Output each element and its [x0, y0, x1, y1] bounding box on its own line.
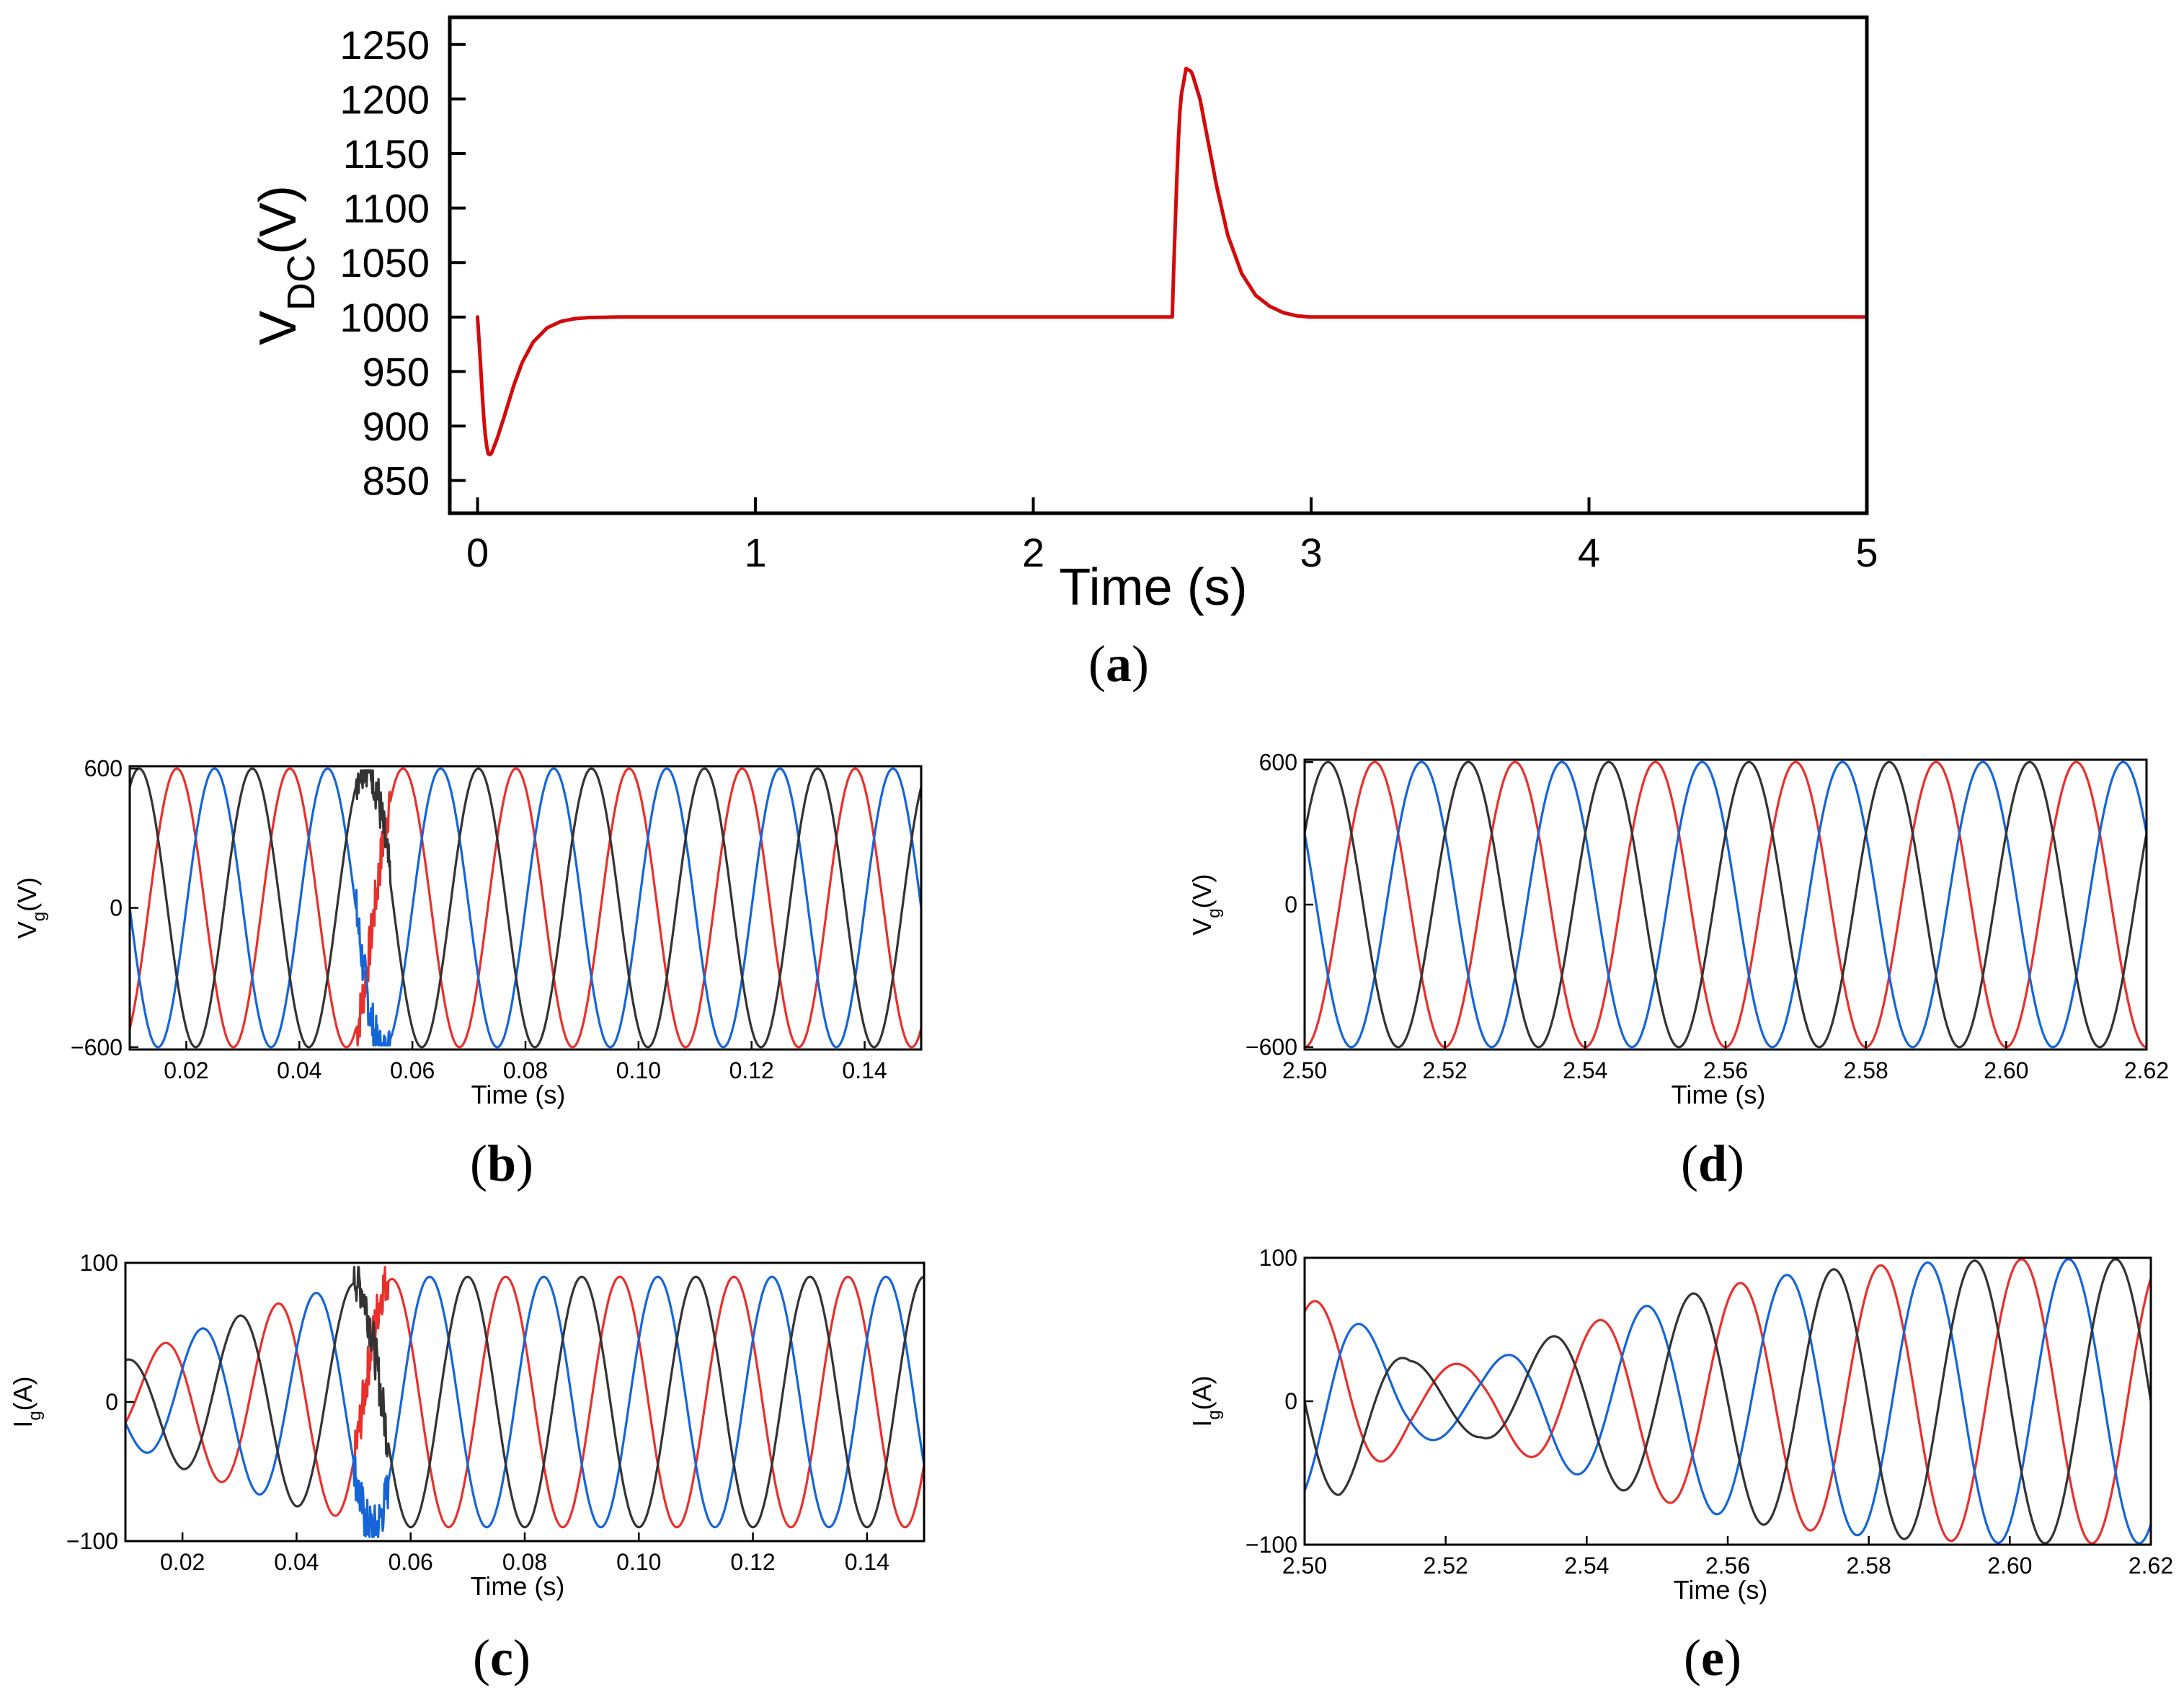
y-tick-label: 600 — [1259, 749, 1297, 775]
series-line-phase-c — [125, 1266, 924, 1529]
x-tick-label: 3 — [1300, 530, 1322, 575]
chart-panel-c: 0.02 0.04 0.06 0.08 0.10 0.12 0.14 −100 0 100 Time… — [8, 1250, 925, 1687]
x-tick-label: 2.50 — [1282, 1057, 1327, 1083]
x-tick-label: 2.60 — [1984, 1057, 2028, 1083]
x-tick-label: 0.12 — [729, 1057, 774, 1083]
y-tick-label: −600 — [71, 1034, 123, 1060]
x-axis-title: Time (s) — [471, 1080, 566, 1109]
panel-label-c: (c) — [473, 1629, 531, 1687]
y-tick-label: −100 — [66, 1528, 118, 1554]
x-tick-label: 0.08 — [503, 1057, 548, 1083]
panel-label-a: (a) — [1088, 635, 1149, 693]
y-axis-title: Ig(A) — [8, 1376, 45, 1427]
x-tick-label: 2.56 — [1703, 1057, 1748, 1083]
chart-panel-b: 0.02 0.04 0.06 0.08 0.10 0.12 0.14 −600 0 600 Time… — [12, 755, 923, 1192]
x-tick-label: 2.52 — [1423, 1057, 1468, 1083]
series-line-phase-b — [1305, 1258, 2151, 1545]
panel-label-e: (e) — [1684, 1629, 1741, 1687]
x-axis-title: Time (s) — [1674, 1575, 1768, 1605]
x-tick-label: 0.14 — [845, 1549, 889, 1575]
series-line-phase-c — [1305, 760, 2147, 1049]
x-tick-label: 2.58 — [1847, 1553, 1891, 1579]
y-tick-label: 0 — [1284, 1388, 1297, 1414]
x-axis-title: Time (s) — [1672, 1080, 1766, 1109]
plot-area — [125, 1266, 924, 1538]
x-tick-label: 4 — [1578, 530, 1600, 575]
y-tick-label: 1200 — [339, 76, 430, 122]
x-tick-label: 2 — [1022, 530, 1044, 575]
y-tick-label: 1250 — [339, 22, 430, 68]
x-tick-label: 2.52 — [1424, 1553, 1468, 1579]
y-tick-label: 100 — [1259, 1245, 1297, 1271]
x-axis-title: Time (s) — [1059, 559, 1247, 616]
y-tick-label: 850 — [363, 458, 430, 504]
series-line-V_DC — [476, 66, 1867, 456]
chart-panel-a: 0 1 2 3 4 5 850 900 950 1000 1050 1100 1150 1200 1250 T… — [249, 15, 1878, 693]
y-tick-label: 0 — [105, 1389, 118, 1415]
series-line-phase-a — [125, 1266, 924, 1529]
x-tick-label: 5 — [1855, 530, 1878, 575]
x-tick-label: 2.56 — [1705, 1553, 1750, 1579]
plot-frame — [448, 15, 1869, 515]
chart-panel-d: 2.50 2.52 2.54 2.56 2.58 2.60 2.62 −600 0 600 Time… — [1187, 749, 2169, 1192]
y-tick-label: 0 — [110, 895, 123, 921]
y-tick-label: 1100 — [343, 186, 430, 231]
y-tick-label: 1150 — [343, 131, 430, 177]
x-tick-label: 2.58 — [1844, 1057, 1888, 1083]
y-axis-title: Vg(V) — [1187, 874, 1224, 935]
x-tick-label: 0.10 — [616, 1549, 661, 1575]
y-axis-title: Ig(A) — [1187, 1375, 1224, 1426]
x-axis-title: Time (s) — [471, 1571, 565, 1601]
x-tick-label: 0.06 — [390, 1057, 435, 1083]
panel-label-b: (b) — [470, 1135, 533, 1192]
x-tick-label: 2.54 — [1563, 1057, 1607, 1083]
series-line-phase-a — [1305, 760, 2147, 1049]
x-tick-label: 2.60 — [1987, 1553, 2032, 1579]
series-line-phase-a — [1305, 1258, 2151, 1545]
y-axis-title: VDC(V) — [249, 185, 323, 345]
y-tick-label: 900 — [363, 404, 430, 449]
x-tick-label: 0 — [466, 530, 489, 575]
plot-area — [130, 767, 921, 1049]
y-tick-label: 1000 — [339, 295, 430, 340]
x-tick-label: 0.10 — [616, 1057, 661, 1083]
x-tick-label: 0.08 — [502, 1549, 547, 1575]
chart-panel-e: 2.50 2.52 2.54 2.56 2.58 2.60 2.62 −100 0 100 Time… — [1187, 1245, 2173, 1687]
plot-frame — [1303, 758, 2148, 1051]
y-tick-label: 1050 — [339, 240, 430, 285]
y-tick-label: −600 — [1246, 1034, 1297, 1060]
plot-area — [476, 66, 1867, 456]
y-tick-label: −100 — [1246, 1532, 1297, 1558]
series-line-phase-b — [130, 767, 921, 1049]
x-tick-label: 2.54 — [1564, 1553, 1609, 1579]
y-axis-title: Vg(V) — [12, 877, 49, 938]
x-tick-label: 0.04 — [277, 1057, 321, 1083]
series-line-phase-b — [1305, 760, 2147, 1049]
series-line-phase-a — [130, 767, 921, 1049]
x-tick-label: 0.04 — [274, 1549, 319, 1575]
y-tick-label: 950 — [363, 349, 430, 394]
y-tick-label: 100 — [80, 1250, 118, 1276]
x-tick-label: 2.50 — [1282, 1553, 1327, 1579]
series-line-phase-c — [130, 767, 921, 1049]
x-tick-label: 2.62 — [2128, 1553, 2173, 1579]
y-tick-label: 600 — [84, 755, 123, 781]
x-tick-label: 1 — [744, 530, 766, 575]
x-tick-label: 0.06 — [389, 1549, 433, 1575]
x-tick-label: 0.14 — [842, 1057, 887, 1083]
x-tick-label: 0.02 — [160, 1549, 205, 1575]
x-tick-label: 2.62 — [2124, 1057, 2169, 1083]
x-tick-label: 0.02 — [164, 1057, 208, 1083]
y-tick-label: 0 — [1284, 892, 1297, 918]
x-tick-label: 0.12 — [730, 1549, 775, 1575]
plot-area — [1305, 1258, 2151, 1545]
panel-label-d: (d) — [1681, 1135, 1744, 1192]
series-line-phase-c — [1305, 1258, 2151, 1545]
plot-area — [1305, 760, 2147, 1049]
